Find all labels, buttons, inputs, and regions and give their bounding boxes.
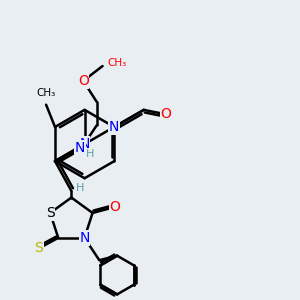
Text: O: O	[161, 107, 172, 121]
Text: O: O	[78, 74, 89, 88]
Text: N: N	[109, 120, 119, 134]
Text: H: H	[76, 183, 84, 193]
Text: CH₃: CH₃	[107, 58, 126, 68]
Text: N: N	[79, 231, 90, 245]
Text: N: N	[75, 141, 86, 155]
Text: N: N	[80, 137, 90, 151]
Text: S: S	[34, 241, 43, 255]
Text: O: O	[110, 200, 120, 214]
Text: H: H	[86, 149, 94, 159]
Text: CH₃: CH₃	[37, 88, 56, 98]
Text: S: S	[46, 206, 55, 220]
